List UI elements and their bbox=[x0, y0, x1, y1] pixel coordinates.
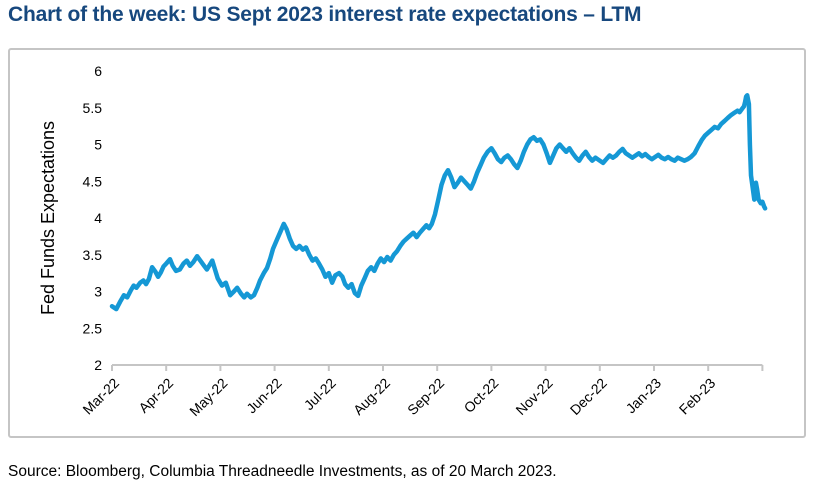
y-tick-label: 2 bbox=[94, 357, 102, 373]
y-tick-label: 5 bbox=[94, 137, 102, 153]
x-tick-label: Feb-23 bbox=[676, 375, 719, 418]
x-tick-label: Oct-22 bbox=[460, 375, 501, 416]
y-axis-title: Fed Funds Expectations bbox=[38, 121, 58, 315]
y-tick-label: 4 bbox=[94, 210, 102, 226]
x-tick-label: Aug-22 bbox=[350, 375, 393, 418]
x-tick-label: Jun-22 bbox=[243, 375, 285, 417]
x-tick-label: Jan-23 bbox=[623, 375, 665, 417]
line-chart: 2 2.5 3 3.5 4 4.5 5 5.5 6 Fed Funds Expectations M… bbox=[38, 63, 768, 419]
x-tick-label: Mar-22 bbox=[79, 375, 122, 418]
x-tick-label: Apr-22 bbox=[135, 375, 176, 416]
y-tick-label: 4.5 bbox=[83, 173, 103, 189]
x-tick-label: Dec-22 bbox=[567, 375, 610, 418]
x-tick-label: Nov-22 bbox=[512, 375, 555, 418]
x-tick-label: Jul-22 bbox=[301, 375, 339, 413]
y-tick-label: 2.5 bbox=[83, 320, 103, 336]
y-tick-label: 5.5 bbox=[83, 100, 103, 116]
series-line bbox=[109, 93, 768, 312]
chart-frame: 2 2.5 3 3.5 4 4.5 5 5.5 6 Fed Funds Expectations M… bbox=[8, 48, 806, 438]
y-tick-label: 3 bbox=[94, 284, 102, 300]
x-axis-line bbox=[111, 364, 764, 371]
x-tick-label: Sep-22 bbox=[404, 375, 447, 418]
source-note: Source: Bloomberg, Columbia Threadneedle… bbox=[8, 463, 557, 480]
page-title: Chart of the week: US Sept 2023 interest… bbox=[8, 3, 642, 26]
y-tick-label: 3.5 bbox=[83, 247, 103, 263]
x-tick-label: May-22 bbox=[186, 375, 230, 419]
y-tick-label: 6 bbox=[94, 63, 102, 79]
